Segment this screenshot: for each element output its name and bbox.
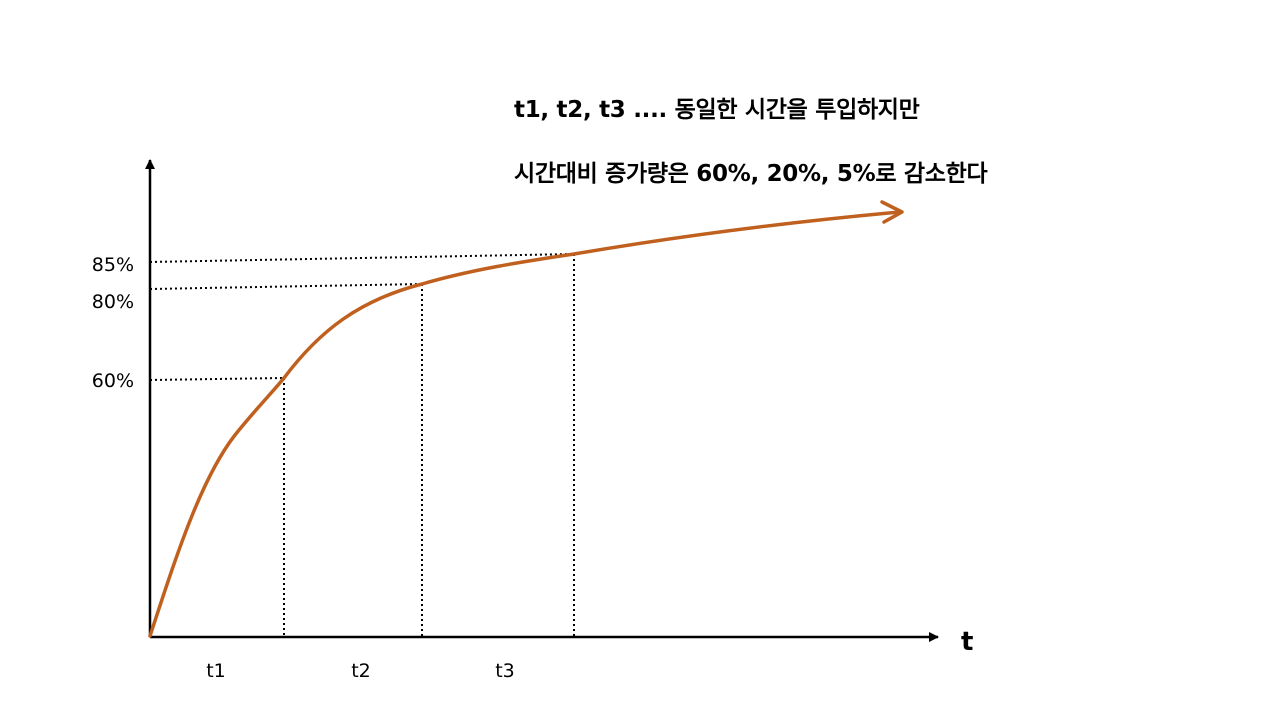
y-label-85: 85%: [92, 254, 134, 276]
caption-line-1: t1, t2, t3 .... 동일한 시간을 투입하지만: [514, 97, 920, 123]
y-label-60: 60%: [92, 370, 134, 392]
x-axis-name: t: [961, 627, 973, 657]
x-label-t2: t2: [351, 660, 371, 682]
guide-lines: [149, 253, 575, 636]
guide-h-60: [149, 377, 285, 381]
growth-curve: [148, 210, 902, 638]
y-label-80: 80%: [92, 291, 134, 313]
guide-h-80: [149, 283, 423, 290]
x-label-t1: t1: [206, 660, 226, 682]
curve-arrowhead: [880, 200, 904, 224]
axes: [145, 159, 939, 642]
guide-h-85: [149, 253, 575, 263]
x-label-t3: t3: [495, 660, 515, 682]
caption-line-2: 시간대비 증가량은 60%, 20%, 5%로 감소한다: [514, 161, 988, 187]
